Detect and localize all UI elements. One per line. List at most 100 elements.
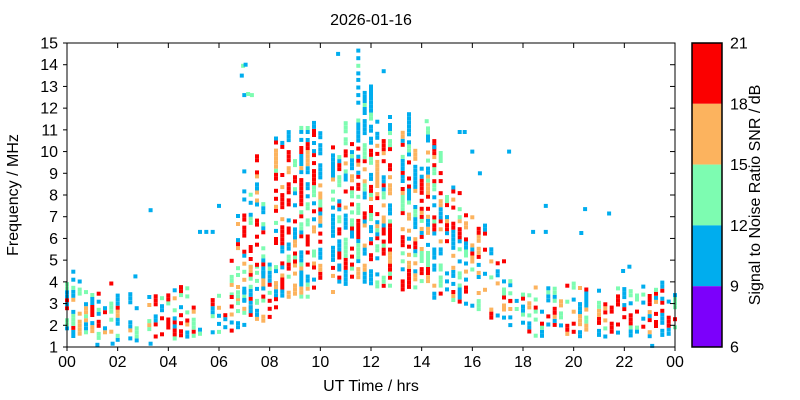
data-point [388,275,392,280]
colorbar-border [691,42,723,348]
data-point [331,257,335,262]
data-point [337,239,342,244]
data-point [476,230,481,235]
data-point [71,317,76,322]
data-point [305,162,310,167]
data-point [388,183,392,188]
data-point [413,217,418,222]
data-point [331,145,335,150]
data-point [521,292,525,297]
data-point [438,207,443,212]
data-point [356,251,361,256]
data-point [305,158,310,163]
data-point [90,325,95,330]
data-point [413,277,418,282]
data-point [286,246,291,251]
data-point [337,167,342,172]
data-point [331,173,335,178]
data-point [413,241,418,246]
data-point [242,286,247,291]
data-point [388,247,392,252]
data-point [375,163,380,168]
data-point [242,249,247,254]
data-point [90,309,95,313]
data-point [438,191,443,196]
data-point [305,238,310,243]
data-point [343,169,348,174]
data-point [261,298,266,303]
data-point [350,230,354,235]
data-point [356,154,361,159]
colorbar-tick-label: 15 [730,157,748,174]
data-point [432,283,437,288]
data-point [318,271,323,276]
data-point [280,277,285,282]
data-point [261,230,266,235]
data-point [133,274,138,279]
data-point [305,242,310,247]
data-point [381,151,386,156]
data-point [299,270,304,275]
data-point [293,159,297,164]
data-point [236,309,240,314]
data-point [407,264,411,269]
data-point [350,226,354,231]
data-point [305,206,310,211]
data-point [172,316,177,321]
data-point [400,235,405,240]
data-point [286,202,291,207]
colorbar-tick-label: 18 [730,96,748,113]
data-point [280,241,285,246]
data-point [432,223,437,228]
data-point [198,327,202,332]
data-point [331,245,335,250]
data-point [255,158,259,163]
data-point [375,280,380,285]
data-point [464,289,468,294]
data-point [356,259,361,264]
data-point [508,298,513,303]
data-point [457,275,462,280]
data-point [318,163,323,168]
data-point [286,290,291,295]
data-point [350,246,354,251]
data-point [654,291,658,296]
data-point [616,298,620,303]
data-point [489,315,494,320]
data-point [248,257,253,261]
x-tick-label: 06 [210,354,228,371]
data-point [312,229,316,234]
data-point [299,214,304,219]
data-point [426,186,430,191]
data-point [255,312,259,317]
data-point [445,287,449,292]
data-point [369,229,373,234]
data-point [432,291,437,296]
data-point [356,126,361,131]
data-point [350,202,354,207]
data-point [305,170,310,175]
data-point [312,177,316,182]
data-point [172,288,177,293]
data-point [426,230,430,235]
data-point [445,215,449,220]
data-point [381,243,386,248]
data-point [299,222,304,227]
data-point [172,308,177,313]
data-point [647,318,652,323]
colorbar-segment-purple [692,286,722,347]
data-point [375,184,380,188]
data-point [381,227,386,232]
data-point [369,152,373,157]
data-point [607,211,612,216]
data-point [286,130,291,135]
data-point [438,159,443,163]
data-point [255,298,259,303]
data-point [274,305,278,310]
data-point [261,222,266,227]
data-point [388,251,392,256]
data-point [286,262,291,267]
data-point [635,325,639,330]
data-point [191,333,196,338]
data-point [337,247,342,252]
